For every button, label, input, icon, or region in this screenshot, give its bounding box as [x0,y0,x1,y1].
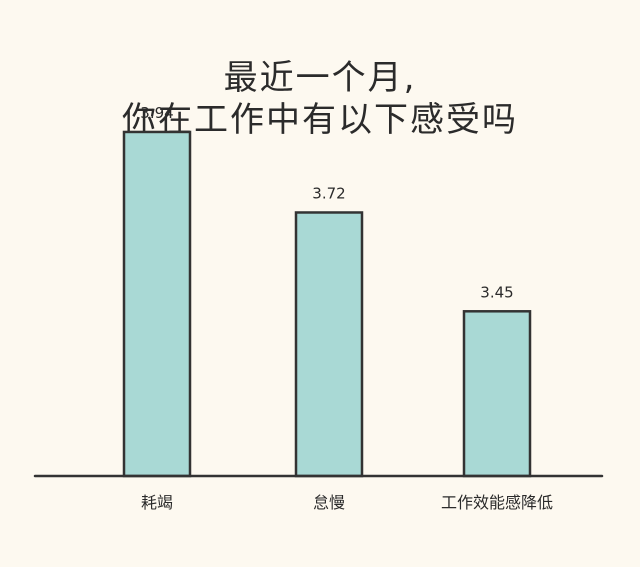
value-label-1: 3.94 [140,104,173,122]
value-label-3: 3.45 [480,283,513,301]
bar-2 [294,211,364,478]
bar-1 [122,130,192,478]
category-label-3: 工作效能感降低 [441,493,553,512]
category-label-1: 耗竭 [141,493,173,512]
value-label-2: 3.72 [312,184,345,202]
chart-title-line-1: 最近一个月, [223,58,417,98]
bar-3 [462,310,532,478]
category-label-2: 怠慢 [313,493,345,512]
